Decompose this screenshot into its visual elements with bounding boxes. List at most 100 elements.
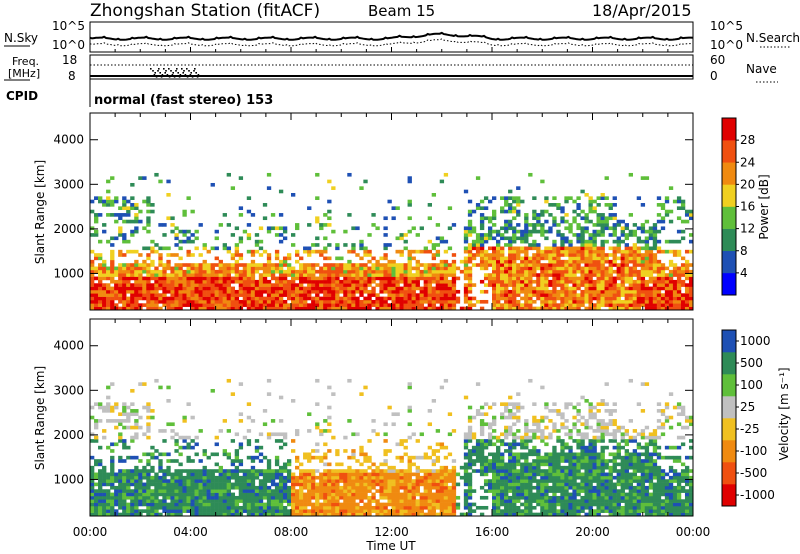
velocity-cell [126,425,131,430]
power-cell [500,276,505,281]
power-cell [479,233,485,237]
velocity-cell [351,499,356,503]
power-cell [258,279,264,284]
power-cell [122,283,127,287]
power-cell [190,279,195,284]
velocity-cell [90,472,95,477]
power-cell [367,253,372,257]
velocity-cell [419,512,424,517]
power-cell [636,226,642,231]
power-cell [134,293,139,297]
power-cell [295,289,300,294]
velocity-cell [359,469,364,473]
velocity-cell [431,509,437,513]
power-cell [524,273,529,277]
velocity-cell [170,489,175,493]
power-cell [323,279,328,284]
velocity-cell [206,512,211,517]
power-cell [258,293,264,297]
power-cell [90,263,95,267]
velocity-cell [411,499,416,503]
power-cell [516,266,521,271]
power-cell [323,269,328,274]
power-cell [118,206,123,211]
power-cell [134,249,139,254]
velocity-cell [154,472,159,477]
power-cell [274,263,280,267]
power-cell [262,203,268,207]
velocity-cell [126,479,131,483]
power-cell [479,226,485,231]
power-cell [230,286,236,291]
power-cell [202,279,207,284]
velocity-cell [504,479,509,483]
power-cell [600,256,605,261]
power-cell [331,299,336,304]
velocity-cell [142,382,147,386]
power-cell [672,286,678,291]
power-cell [556,306,561,311]
power-cell [166,216,171,221]
velocity-cell [395,512,400,517]
power-cell [411,279,416,284]
power-cell [262,283,268,287]
power-cell [218,269,223,274]
velocity-cell [170,485,175,490]
velocity-cell [110,499,115,503]
power-cell [278,273,284,277]
velocity-cell [347,489,352,493]
power-cell [130,263,135,267]
velocity-cell [210,512,215,517]
velocity-cell [198,509,203,513]
power-cell [496,256,501,261]
power-cell [528,279,533,284]
velocity-cell [423,505,428,510]
power-cell [331,286,336,291]
power-cell [572,219,577,224]
power-cell [552,239,557,244]
power-cell [576,283,581,287]
power-cell [423,249,428,254]
power-cell [656,293,662,297]
power-cell [556,233,561,237]
power-cell [644,303,650,307]
velocity-cell [487,489,493,493]
velocity-cell [182,469,187,473]
velocity-cell [182,445,187,450]
velocity-cell [359,485,364,490]
power-cell [548,269,553,274]
velocity-cell [190,439,195,443]
power-cell [323,223,328,227]
power-cell [463,249,469,254]
velocity-cell [351,509,356,513]
velocity-cell [483,472,489,477]
power-cell [500,266,505,271]
power-cell [644,306,650,311]
velocity-cell [375,482,380,487]
power-cell [218,259,223,264]
velocity-cell [102,512,107,517]
velocity-cell [443,465,449,470]
power-cell [656,196,662,200]
power-cell [664,296,670,301]
velocity-cell [331,492,336,497]
velocity-cell [475,409,481,413]
power-cell [524,219,529,224]
power-cell [668,186,674,190]
velocity-cell [226,482,231,487]
velocity-cell [170,472,175,477]
power-cell [126,269,131,274]
velocity-cell [166,495,171,500]
power-cell [560,306,565,311]
power-cell [307,306,312,311]
velocity-cell [323,485,328,490]
power-cell [584,219,589,224]
power-cell [190,293,195,297]
power-cell [475,243,481,247]
velocity-cell [106,472,111,477]
power-cell [536,283,541,287]
power-cell [258,239,264,244]
power-cell [170,299,175,304]
power-cell [644,266,650,271]
